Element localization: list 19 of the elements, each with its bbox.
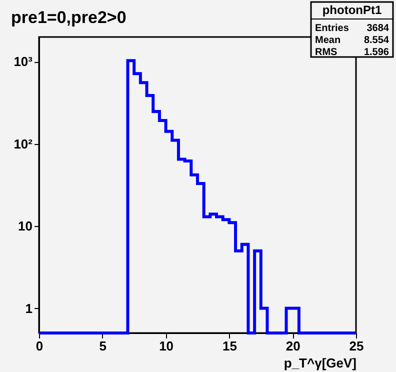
x-tick-label: 25 [349,338,364,354]
x-tick-label: 10 [159,338,174,354]
chart-title: pre1=0,pre2>0 [11,8,126,27]
text: 1.596 [364,47,390,58]
x-tick-label: 15 [222,338,237,354]
text: 8.554 [364,35,390,46]
x-tick-label: 0 [36,338,44,354]
y-tick-label: 10³ [14,54,34,70]
y-tick-label: 10² [14,136,34,152]
annotation: Mean [315,35,341,46]
x-tick-label: 20 [286,338,300,354]
annotation: RMS [315,47,338,58]
y-tick-label: 10 [18,218,32,234]
text: 3684 [366,23,390,34]
x-tick-label: 5 [99,338,107,354]
y-tick-label: 1 [25,300,32,316]
x-axis-title: p_T^γ[GeV] [284,356,356,370]
text: photonPt1 [322,3,382,17]
text: Entries [315,23,350,34]
